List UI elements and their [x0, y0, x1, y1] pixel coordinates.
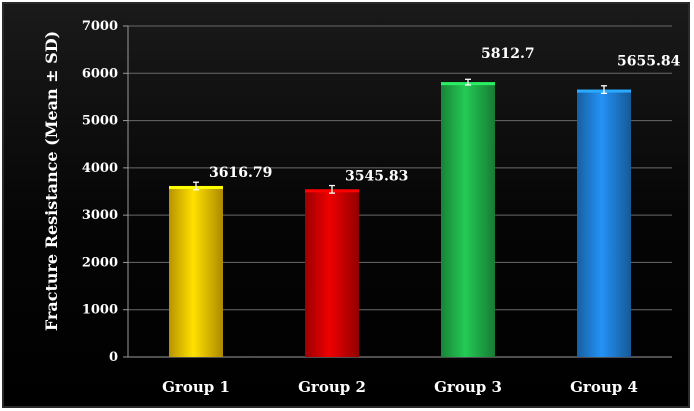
y-tick-label: 7000: [82, 19, 118, 34]
y-tick-label: 3000: [82, 208, 118, 223]
labels: 0 1000 2000 3000 4000 5000 6000 7000 Group 1 3616…: [82, 19, 681, 396]
y-axis-title: Fracture Resistance (Mean ± SD): [42, 31, 61, 331]
x-tick-label: Group 4: [570, 378, 638, 396]
y-tick-label: 4000: [82, 161, 118, 176]
x-tick-label: Group 3: [434, 378, 502, 396]
data-label: 3545.83: [345, 168, 408, 184]
x-tick-label: Group 2: [298, 378, 366, 396]
bar-chart: 0 1000 2000 3000 4000 5000 6000 7000 Group 1 3616…: [42, 19, 681, 396]
x-tick-label: Group 1: [162, 378, 230, 396]
y-tick-label: 6000: [82, 66, 118, 81]
bar-2: [305, 189, 359, 357]
y-tick-label: 0: [109, 350, 118, 365]
y-tick-label: 5000: [82, 114, 118, 129]
y-tick-label: 1000: [82, 303, 118, 318]
bar-3: [441, 82, 495, 357]
data-label: 5812.7: [481, 46, 535, 62]
chart-frame: 0 1000 2000 3000 4000 5000 6000 7000 Group 1 3616…: [2, 2, 690, 408]
data-label: 3616.79: [209, 165, 272, 181]
bar-1: [169, 185, 223, 357]
y-tick-label: 2000: [82, 255, 118, 270]
bars: [169, 78, 631, 357]
data-label: 5655.84: [617, 54, 681, 70]
bar-4: [577, 89, 631, 357]
